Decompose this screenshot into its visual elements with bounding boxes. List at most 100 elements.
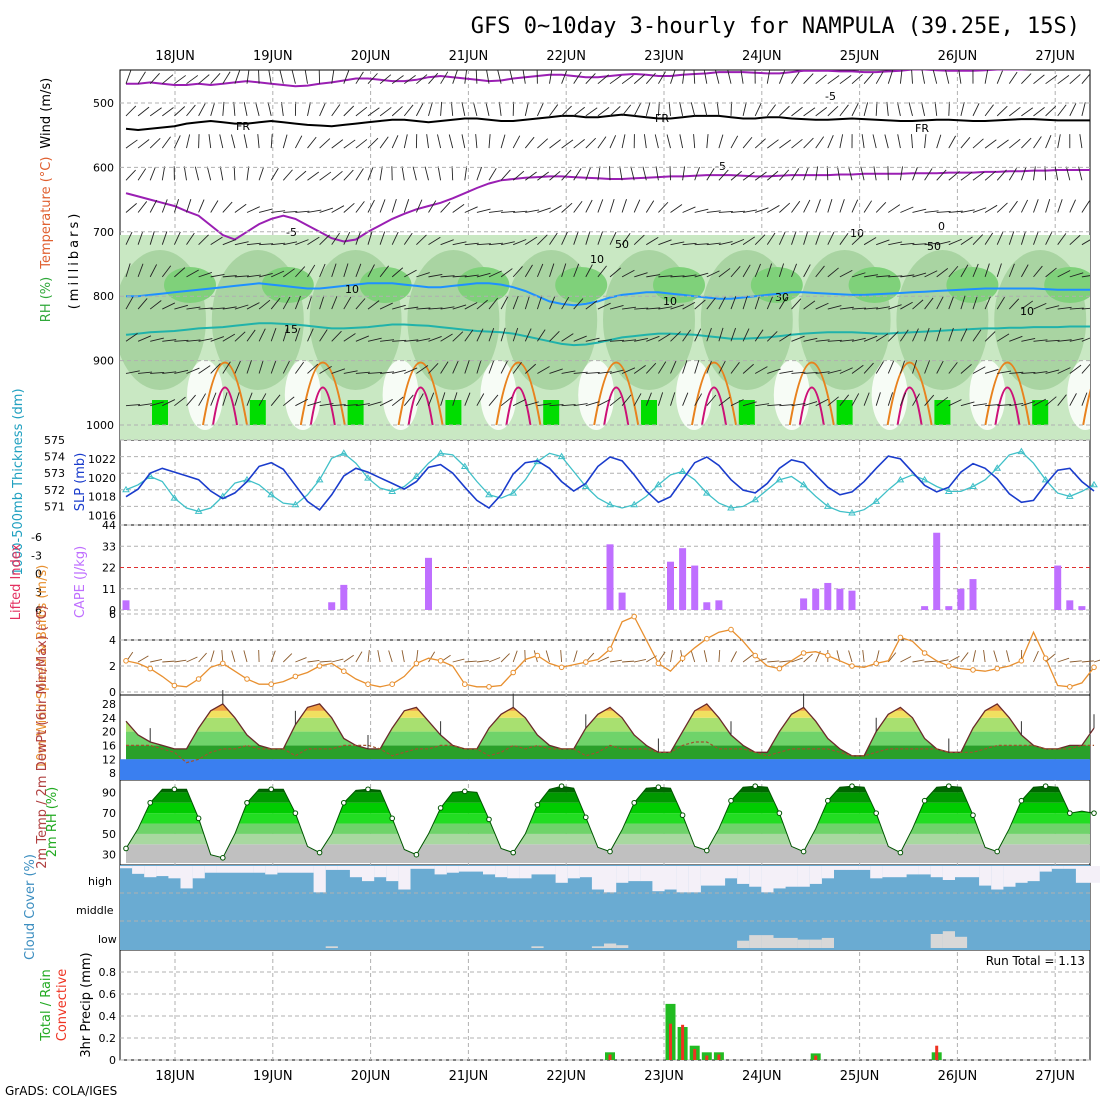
wind-barb xyxy=(803,199,811,213)
wind-barb xyxy=(307,264,316,278)
wind-barb xyxy=(679,134,684,149)
wind10-barb xyxy=(464,660,477,663)
wind-barb xyxy=(585,107,598,117)
wind-barb xyxy=(872,134,877,149)
wind-barb xyxy=(908,102,913,116)
wind-barb xyxy=(924,134,927,149)
wind-barb xyxy=(428,236,441,246)
wind-barb xyxy=(706,360,713,374)
contour-label-12: 10 xyxy=(590,253,604,266)
wind-barb xyxy=(899,392,907,406)
wind-barb xyxy=(803,137,814,149)
wind10-barb xyxy=(150,659,163,663)
wind10-barb xyxy=(198,652,207,663)
wind-barb xyxy=(573,106,585,117)
contour-label-5: -5 xyxy=(286,226,297,239)
wind10-point xyxy=(946,663,952,669)
thickness-marker xyxy=(557,452,566,460)
cape-tick-2: 22 xyxy=(102,562,116,575)
wind-barb xyxy=(331,104,341,117)
wind-barb xyxy=(524,102,529,116)
wind-barb xyxy=(985,404,1000,407)
wind-barb xyxy=(464,166,468,181)
wind-barb xyxy=(537,207,551,213)
wind10-tick-0: 0 xyxy=(109,686,116,699)
wind-barb xyxy=(497,70,502,84)
thickness-tick-3: 574 xyxy=(44,451,65,464)
surface-isotherm-orange-5 xyxy=(691,361,737,426)
wind-barb xyxy=(730,135,739,149)
wind-barb xyxy=(1069,103,1077,117)
wind-barb xyxy=(766,70,771,84)
cape-bar-22 xyxy=(1066,600,1074,610)
chart-title: GFS 0~10day 3-hourly for NAMPULA (39.25E… xyxy=(471,14,1080,39)
thickness-marker xyxy=(727,504,735,511)
wind-barb xyxy=(585,300,598,310)
wind-barb xyxy=(730,266,741,278)
wind-barb xyxy=(815,398,829,407)
rh-shading-band-1 xyxy=(261,267,314,303)
rh2m-tick-3: 90 xyxy=(102,786,116,799)
wind-barb xyxy=(428,392,435,406)
wind-barb xyxy=(634,338,649,342)
wind-barb xyxy=(561,333,574,342)
wind-barb xyxy=(464,392,471,406)
wind-barb xyxy=(621,199,627,213)
wind-barb xyxy=(367,231,373,245)
wind-barb xyxy=(391,396,404,407)
thickness-marker xyxy=(339,449,348,456)
wind-barb xyxy=(873,166,877,181)
wind-barb xyxy=(270,168,279,181)
wind-barb xyxy=(295,170,307,181)
wind-barb xyxy=(791,106,803,117)
wind-barb xyxy=(391,267,404,278)
wind-barb xyxy=(524,264,533,278)
wind-barb xyxy=(972,329,982,342)
wind10-point xyxy=(897,634,904,641)
precip-convective-bar-2 xyxy=(681,1024,685,1060)
wind-barb xyxy=(257,134,260,149)
wind-barb xyxy=(730,327,737,342)
cloud-high-gap xyxy=(797,866,810,887)
wind-barb xyxy=(125,203,137,213)
wind-barb xyxy=(509,70,514,84)
wind-barb xyxy=(537,403,552,407)
wind-barb xyxy=(536,263,544,278)
wind10-barb xyxy=(331,658,344,663)
thickness-tick-0: 571 xyxy=(44,500,65,513)
wind-barb xyxy=(1057,233,1067,245)
wind-barb xyxy=(258,393,267,406)
thickness-marker xyxy=(896,475,905,483)
cloud-low-bar xyxy=(604,943,617,948)
cloud-high-gap xyxy=(604,866,617,893)
date-label-bottom-6: 24JUN xyxy=(742,1069,782,1084)
wind-barb xyxy=(585,137,597,149)
wind-barb xyxy=(682,274,697,278)
wind-barb xyxy=(900,329,909,342)
wind-barb xyxy=(367,372,382,374)
wind10-barb xyxy=(137,655,149,663)
wind10-point xyxy=(1042,655,1049,662)
wind-barb xyxy=(791,298,802,310)
wind-barb xyxy=(876,275,891,278)
wind-barb xyxy=(500,169,511,181)
wind-barb xyxy=(827,339,842,342)
wind-barb xyxy=(561,105,572,117)
wind10-point xyxy=(655,660,662,667)
cloud-high-gap xyxy=(725,866,738,879)
wind-barb xyxy=(208,134,212,149)
wind10-barb xyxy=(900,656,912,663)
wind-barb xyxy=(331,232,340,245)
wind-barb xyxy=(1045,396,1057,407)
pressure-tick-0: 500 xyxy=(93,97,114,110)
wind-barb xyxy=(899,166,903,181)
wind-barb xyxy=(291,70,296,84)
wind-barb xyxy=(246,206,260,213)
wind10-barb xyxy=(622,660,635,663)
wind-barb xyxy=(125,105,137,117)
cloud-low-bar xyxy=(821,937,834,948)
wind10-point xyxy=(437,658,444,664)
wind-barb xyxy=(1021,401,1035,407)
cape-ylabel: CAPE (J/kg) xyxy=(73,546,88,618)
wind-barb xyxy=(597,199,604,213)
